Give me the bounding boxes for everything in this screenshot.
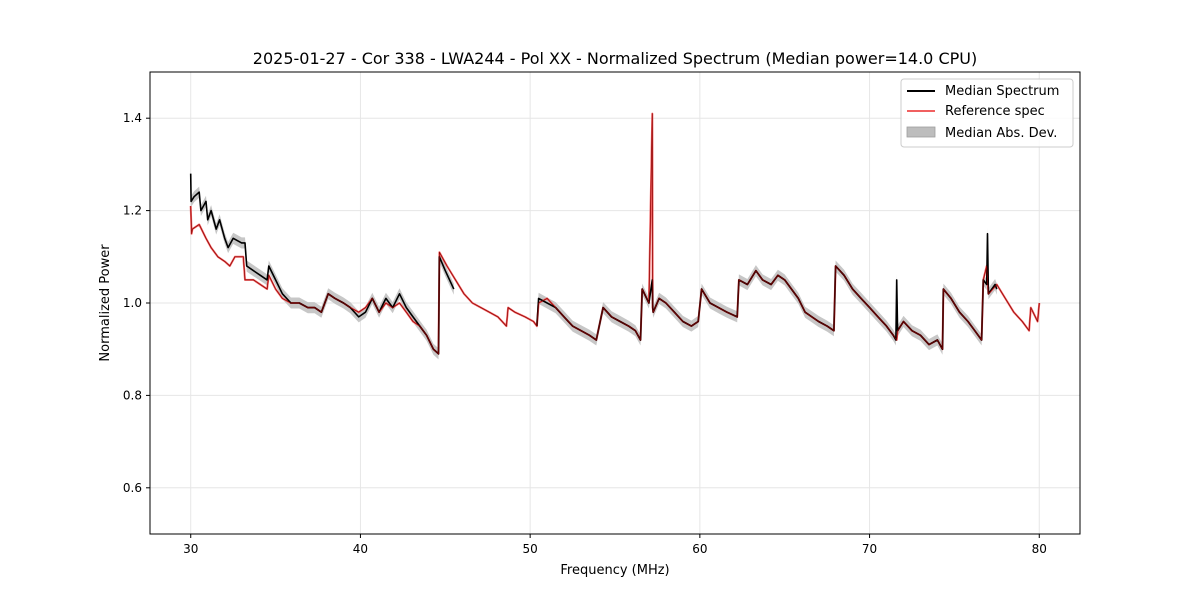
legend-box xyxy=(900,78,1074,148)
y-tick-label: 1.4 xyxy=(123,111,142,125)
mad-band xyxy=(536,228,997,355)
legend-reference-label: Reference spec xyxy=(945,104,1045,119)
x-tick-label: 70 xyxy=(862,542,877,556)
chart-title: 2025-01-27 - Cor 338 - LWA244 - Pol XX -… xyxy=(253,49,977,68)
y-tick-label: 0.8 xyxy=(123,388,142,402)
legend: Median Spectrum Reference spec Median Ab… xyxy=(900,78,1074,148)
reference-overlap-line xyxy=(190,113,1040,355)
x-tick-label: 80 xyxy=(1032,542,1047,556)
mad-band xyxy=(190,168,454,360)
y-axis-label: Normalized Power xyxy=(98,244,113,362)
legend-mad-swatch xyxy=(906,126,936,138)
x-axis-label: Frequency (MHz) xyxy=(560,563,669,578)
x-tick-label: 50 xyxy=(523,542,538,556)
y-tick-label: 1.0 xyxy=(123,296,142,310)
legend-median-label: Median Spectrum xyxy=(945,84,1059,99)
y-tick-label: 0.6 xyxy=(123,481,142,495)
x-tick-label: 60 xyxy=(692,542,707,556)
plot-area xyxy=(189,112,1041,360)
x-tick-label: 40 xyxy=(353,542,368,556)
axis-ticks: 30 40 50 60 70 80 0.6 0.8 1.0 1.2 1.4 xyxy=(123,111,1047,556)
legend-mad-label: Median Abs. Dev. xyxy=(945,126,1057,141)
y-tick-label: 1.2 xyxy=(123,204,142,218)
x-tick-label: 30 xyxy=(183,542,198,556)
